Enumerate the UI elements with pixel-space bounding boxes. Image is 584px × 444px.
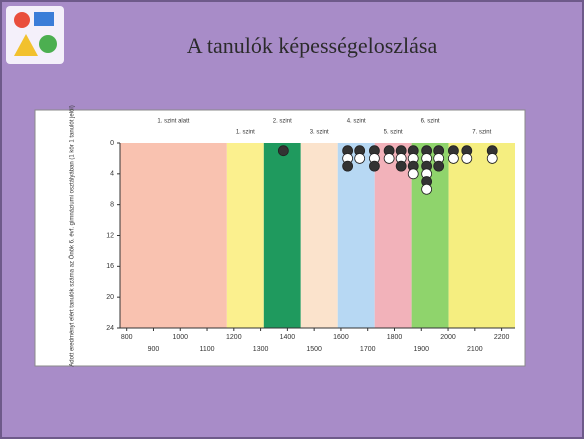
x-tick-label: 1400 [280, 334, 296, 341]
level-label: 1. szint [236, 130, 255, 136]
y-tick-label: 24 [106, 325, 114, 332]
student-dot [433, 160, 445, 172]
y-tick-label: 0 [110, 140, 114, 147]
y-tick-label: 12 [106, 232, 114, 239]
slide-title: A tanulók képességeloszlása [187, 33, 438, 58]
student-dot [486, 153, 498, 164]
x-tick-label: 1000 [172, 334, 188, 341]
level-label: 6. szint [421, 119, 440, 125]
student-dot [354, 153, 366, 164]
x-tick-label: 1900 [413, 346, 429, 353]
level-band [263, 143, 301, 328]
y-tick-label: 16 [106, 263, 114, 270]
student-dot [421, 183, 433, 195]
plot: 1. szint alatt 1. szint 2. szint 3. szint 4.… [106, 119, 515, 353]
level-label: 4. szint [347, 119, 366, 125]
x-tick-label: 1600 [333, 334, 349, 341]
student-dot [277, 145, 289, 157]
x-tick-label: 2200 [494, 334, 510, 341]
y-tick-label: 20 [106, 294, 114, 301]
x-tick-label: 1800 [387, 334, 403, 341]
y-axis-label: Adott eredményt elért tanulók száma az Ö… [69, 105, 76, 366]
x-tick-label: 900 [148, 346, 160, 353]
student-dot [407, 168, 419, 180]
level-band [226, 143, 264, 328]
student-dot [383, 153, 395, 164]
level-band [120, 143, 227, 328]
x-tick-label: 2100 [467, 346, 483, 353]
level-label: 7. szint [472, 130, 491, 136]
x-tick-label: 1500 [306, 346, 322, 353]
level-band [374, 143, 412, 328]
level-label: 5. szint [384, 130, 403, 136]
x-tick-label: 2000 [440, 334, 456, 341]
level-band [448, 143, 515, 328]
y-tick-label: 4 [110, 171, 114, 178]
student-dot [448, 153, 459, 164]
level-band [300, 143, 338, 328]
student-dot [461, 153, 473, 164]
level-label: 3. szint [310, 130, 329, 136]
x-tick-label: 1700 [360, 346, 376, 353]
x-tick-label: 1100 [200, 346, 215, 353]
student-dot [395, 160, 407, 172]
logo-icon [6, 6, 64, 64]
level-label: 1. szint alatt [157, 119, 189, 125]
level-band [337, 143, 375, 328]
level-label: 2. szint [273, 119, 292, 125]
y-tick-label: 8 [110, 202, 114, 209]
student-dot [369, 160, 380, 172]
student-dot [342, 160, 354, 172]
x-tick-label: 800 [121, 334, 133, 341]
x-tick-label: 1200 [226, 334, 242, 341]
x-tick-label: 1300 [253, 346, 269, 353]
